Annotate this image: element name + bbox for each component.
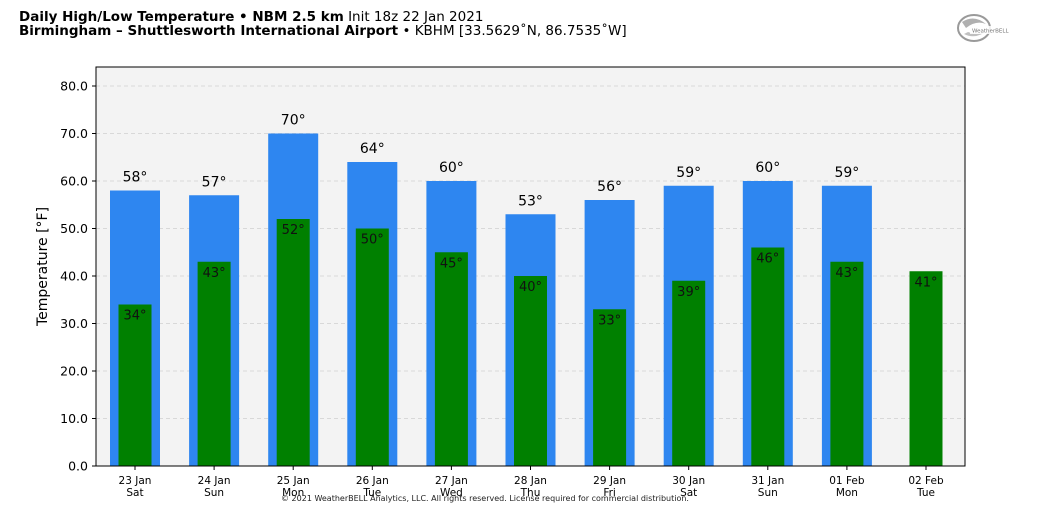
high-value-label: 59° <box>676 165 701 181</box>
x-tick-day: Mon <box>836 487 858 499</box>
x-tick-day: Sat <box>126 487 143 499</box>
high-value-label: 58° <box>123 170 148 186</box>
x-tick-date: 01 Feb <box>829 475 865 487</box>
x-tick-date: 28 Jan <box>514 475 547 487</box>
low-value-label: 41° <box>914 275 937 290</box>
location-line: Birmingham – Shuttlesworth International… <box>19 23 627 39</box>
low-bar <box>434 252 468 466</box>
location-name: Birmingham – Shuttlesworth International… <box>19 23 399 39</box>
x-tick-day: Thu <box>520 487 541 499</box>
high-value-label: 64° <box>360 141 385 157</box>
y-axis-label: Temperature [°F] <box>35 207 51 327</box>
y-tick-label: 0.0 <box>68 459 88 474</box>
low-value-label: 40° <box>519 280 542 295</box>
low-value-label: 34° <box>123 309 146 324</box>
low-value-label: 33° <box>598 313 621 328</box>
x-tick-day: Tue <box>362 487 381 499</box>
high-value-label: 60° <box>755 160 780 176</box>
weatherbell-logo: WeatherBELL <box>957 14 1018 42</box>
x-tick-date: 24 Jan <box>198 475 231 487</box>
x-tick-date: 31 Jan <box>751 475 784 487</box>
y-tick-label: 50.0 <box>60 221 88 236</box>
low-value-label: 52° <box>282 223 305 238</box>
y-tick-label: 10.0 <box>60 411 88 426</box>
x-tick-date: 25 Jan <box>277 475 310 487</box>
low-bar <box>355 228 389 466</box>
x-tick-day: Wed <box>440 487 463 499</box>
x-tick-day: Sun <box>758 487 778 499</box>
low-bar <box>593 309 627 466</box>
y-tick-label: 60.0 <box>60 174 88 189</box>
low-bar <box>276 219 310 466</box>
low-value-label: 50° <box>361 233 384 248</box>
y-tick-label: 80.0 <box>60 79 88 94</box>
high-value-label: 70° <box>281 113 306 129</box>
svg-text:WeatherBELL: WeatherBELL <box>972 29 1009 35</box>
high-value-label: 60° <box>439 160 464 176</box>
low-bar <box>830 261 864 466</box>
chart-title-line: Daily High/Low Temperature • NBM 2.5 km … <box>19 9 483 25</box>
y-tick-label: 70.0 <box>60 126 88 141</box>
low-value-label: 43° <box>203 266 226 281</box>
low-bar <box>909 271 943 466</box>
high-value-label: 59° <box>834 165 859 181</box>
low-value-label: 46° <box>756 252 779 267</box>
x-tick-date: 23 Jan <box>119 475 152 487</box>
high-value-label: 53° <box>518 193 543 209</box>
low-value-label: 43° <box>835 266 858 281</box>
low-bar <box>118 304 152 466</box>
x-tick-day: Sat <box>680 487 697 499</box>
x-tick-date: 29 Jan <box>593 475 626 487</box>
x-tick-day: Sun <box>204 487 224 499</box>
y-tick-label: 30.0 <box>60 316 88 331</box>
y-tick-label: 20.0 <box>60 364 88 379</box>
x-tick-date: 30 Jan <box>672 475 705 487</box>
chart-title: Daily High/Low Temperature • NBM 2.5 km <box>19 9 344 25</box>
x-tick-day: Fri <box>603 487 616 499</box>
low-value-label: 45° <box>440 256 463 271</box>
plot-frame <box>95 66 966 467</box>
copyright-footer: © 2021 WeatherBELL Analytics, LLC. All r… <box>281 494 689 503</box>
init-time: Init 18z 22 Jan 2021 <box>348 9 484 25</box>
low-bar <box>672 280 706 466</box>
high-value-label: 56° <box>597 179 622 195</box>
low-bar <box>197 261 231 466</box>
high-value-label: 57° <box>202 174 227 190</box>
x-tick-date: 26 Jan <box>356 475 389 487</box>
x-tick-date: 02 Feb <box>908 475 944 487</box>
low-bar <box>751 247 785 466</box>
x-tick-date: 27 Jan <box>435 475 468 487</box>
x-tick-day: Mon <box>282 487 304 499</box>
low-value-label: 39° <box>677 285 700 300</box>
y-tick-label: 40.0 <box>60 269 88 284</box>
station-info: • KBHM [33.5629˚N, 86.7535˚W] <box>402 23 627 39</box>
low-bar <box>514 276 547 466</box>
x-tick-day: Tue <box>916 487 935 499</box>
